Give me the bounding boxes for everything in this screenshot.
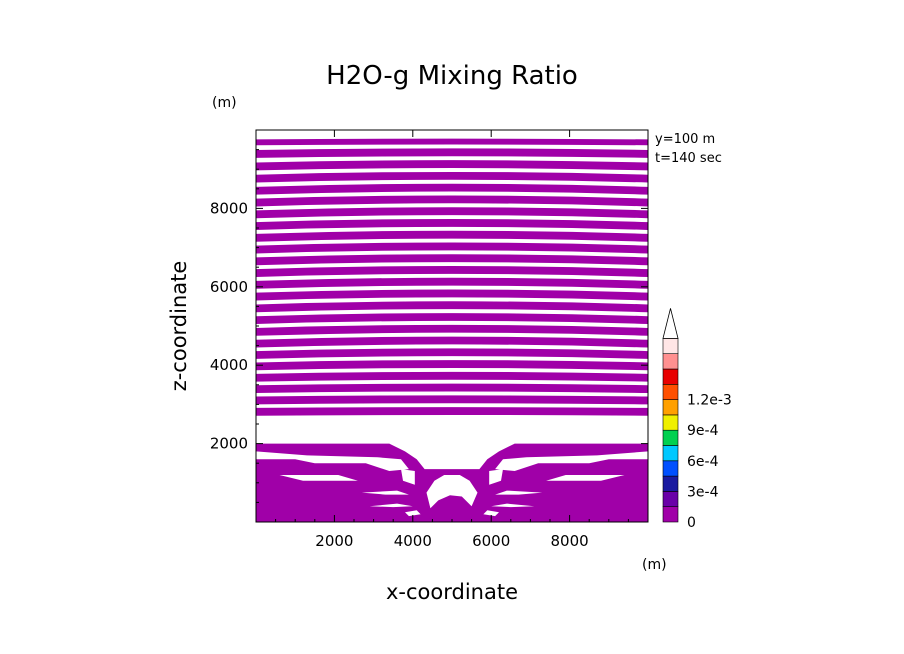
contour-band-4 <box>256 183 648 195</box>
x-axis-label: x-coordinate <box>386 580 518 604</box>
colorbar: 0 3e-4 6e-4 9e-4 1.2e-3 <box>662 308 732 531</box>
contour-band-7 <box>256 218 648 230</box>
colorbar-tick-label-0: 0 <box>687 515 696 531</box>
colorbar-tick-label-3: 9e-4 <box>687 423 719 439</box>
colorbar-swatch-10 <box>662 353 679 370</box>
contour-band-13 <box>256 289 648 301</box>
contour-gap-7 <box>491 503 535 508</box>
contour-band-6 <box>256 207 648 219</box>
contour-gap-2 <box>279 475 358 481</box>
colorbar-swatch-1 <box>662 491 679 507</box>
contour-band-23 <box>256 407 648 416</box>
colorbar-swatch-8 <box>662 383 679 400</box>
x-tick-label-3: 8000 <box>551 532 589 550</box>
contour-band-8 <box>256 230 648 242</box>
y-tick-label-2: 6000 <box>210 278 248 296</box>
y-axis-label: z-coordinate <box>167 261 191 392</box>
contour-gap-1 <box>495 451 648 471</box>
colorbar-swatch-11 <box>662 338 679 354</box>
contour-gap-3 <box>546 475 625 481</box>
annotation-t: t=140 sec <box>655 151 722 166</box>
colorbar-swatch-0 <box>662 506 679 523</box>
plot-area <box>256 130 648 522</box>
contour-gap-5 <box>495 490 543 495</box>
contour-band-1 <box>256 148 648 158</box>
y-tick-label-3: 8000 <box>210 199 248 217</box>
annotation-y: y=100 m <box>655 132 715 147</box>
colorbar-tick-label-2: 6e-4 <box>687 454 719 470</box>
axis-ticks: 2000 4000 6000 8000 2000 4000 6000 8000 <box>210 130 648 550</box>
contour-band-11 <box>256 266 648 277</box>
contour-gap-4 <box>361 490 409 495</box>
contour-gap-12 <box>483 510 499 517</box>
x-tick-label-2: 6000 <box>472 532 510 550</box>
contour-band-21 <box>256 383 648 394</box>
contour-band-19 <box>256 360 648 371</box>
colorbar-swatch-9 <box>662 368 679 385</box>
colorbar-swatch-6 <box>662 414 679 431</box>
x-tick-label-0: 2000 <box>315 532 353 550</box>
contour-gap-8 <box>426 475 478 509</box>
contour-gap-6 <box>369 503 413 508</box>
contour-band-12 <box>256 277 648 289</box>
contour-band-0 <box>256 138 648 146</box>
contour-band-2 <box>256 160 648 171</box>
colorbar-tick-label-1: 3e-4 <box>687 484 719 500</box>
contour-band-10 <box>256 254 648 266</box>
contour-gap-9 <box>401 469 415 485</box>
x-unit-label: (m) <box>642 557 667 573</box>
x-tick-label-1: 4000 <box>394 532 432 550</box>
contour-band-22 <box>256 395 648 405</box>
colorbar-swatch-7 <box>662 399 679 416</box>
contour-band-15 <box>256 313 648 325</box>
colorbar-swatch-2 <box>662 475 679 492</box>
contour-band-18 <box>256 348 648 359</box>
y-unit-label: (m) <box>212 95 237 111</box>
y-tick-label-1: 4000 <box>210 356 248 374</box>
colorbar-swatch-5 <box>662 429 679 446</box>
contour-band-5 <box>256 195 648 207</box>
colorbar-extend-arrow <box>662 308 679 339</box>
y-tick-label-0: 2000 <box>210 435 248 453</box>
contour-gap-0 <box>256 451 409 471</box>
contour-band-9 <box>256 242 648 254</box>
contour-band-3 <box>256 171 648 183</box>
contour-band-17 <box>256 336 648 348</box>
contour-band-16 <box>256 324 648 336</box>
contour-band-14 <box>256 301 648 313</box>
contour-gap-10 <box>489 469 503 485</box>
contour-band-20 <box>256 371 648 382</box>
chart-title: H2O-g Mixing Ratio <box>326 61 578 91</box>
colorbar-swatch-3 <box>662 460 679 477</box>
colorbar-tick-label-4: 1.2e-3 <box>687 393 732 409</box>
contour-gap-11 <box>405 510 421 517</box>
colorbar-swatch-4 <box>662 445 679 462</box>
